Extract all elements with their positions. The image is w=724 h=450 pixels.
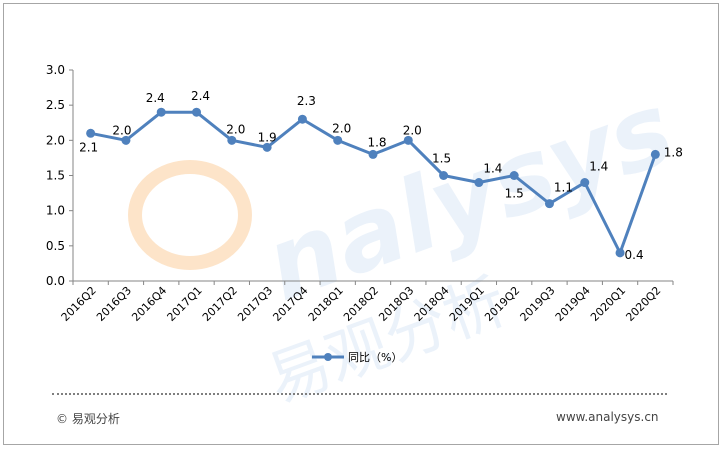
data-point [86, 128, 96, 138]
data-label: 2.0 [332, 121, 351, 135]
y-tick-label: 2.5 [46, 98, 65, 112]
data-point [156, 107, 166, 117]
data-label: 2.4 [146, 91, 165, 105]
x-tick-label: 2017Q1 [165, 284, 205, 324]
data-point [192, 107, 202, 117]
data-point [121, 135, 131, 145]
data-label: 1.8 [367, 135, 386, 149]
y-axis: 0.0 0.5 1.0 1.5 2.0 2.5 3.0 [46, 63, 74, 288]
data-point [474, 178, 484, 188]
y-tick-label: 1.0 [46, 204, 65, 218]
footer-website: www.analysys.cn [556, 410, 659, 424]
watermark: nalysys 易观分析 [128, 69, 688, 417]
data-point [262, 142, 272, 152]
data-point [439, 171, 449, 180]
legend-label: 同比（%） [348, 351, 402, 364]
data-point [368, 149, 378, 159]
data-label: 2.0 [226, 122, 245, 136]
data-point [333, 135, 343, 145]
x-tick-label: 2019Q4 [553, 284, 593, 324]
y-tick-label: 0.5 [46, 239, 65, 253]
y-tick-label: 1.5 [46, 169, 65, 183]
x-tick-label: 2016Q2 [59, 284, 99, 324]
data-label: 1.5 [432, 152, 451, 166]
data-label: 2.3 [297, 94, 316, 108]
series-line [86, 107, 660, 258]
legend-marker-icon [324, 353, 332, 361]
x-tick-label: 2020Q2 [623, 284, 663, 324]
x-tick-label: 2017Q3 [235, 284, 275, 324]
data-label: 1.1 [554, 181, 573, 195]
data-point [297, 114, 307, 124]
data-label: 0.4 [625, 248, 644, 262]
data-point [580, 178, 590, 188]
data-label: 2.1 [79, 140, 98, 154]
y-tick-label: 3.0 [46, 63, 65, 77]
data-labels: 2.12.02.4 2.42.01.92.32.01.82.01.51.41.5 1… [79, 89, 683, 262]
data-point [509, 171, 519, 180]
watermark-logo-icon [128, 160, 252, 270]
data-label: 1.8 [664, 145, 683, 159]
data-point [544, 199, 554, 209]
x-tick-label: 2016Q4 [129, 284, 169, 324]
footer-source: © 易观分析 [56, 412, 120, 426]
x-tick-label: 2016Q3 [94, 284, 134, 324]
data-label: 1.9 [258, 130, 277, 144]
data-point [615, 248, 625, 258]
x-tick-label: 2017Q2 [200, 284, 240, 324]
y-tick-label: 2.0 [46, 133, 65, 147]
data-label: 1.4 [483, 162, 502, 176]
data-point [227, 135, 237, 145]
data-label: 2.4 [191, 89, 210, 103]
data-label: 2.0 [112, 123, 131, 137]
x-tick-label: 2020Q1 [588, 284, 628, 324]
legend: 同比（%） [312, 351, 402, 364]
footer-divider [52, 393, 667, 395]
data-label: 1.4 [589, 160, 608, 174]
data-label: 1.5 [505, 187, 524, 201]
data-point [650, 149, 660, 159]
data-point [403, 135, 413, 145]
y-tick-label: 0.0 [46, 274, 65, 288]
x-tick-label: 2019Q3 [518, 284, 558, 324]
chart-frame [3, 3, 719, 445]
data-label: 2.0 [403, 123, 422, 137]
